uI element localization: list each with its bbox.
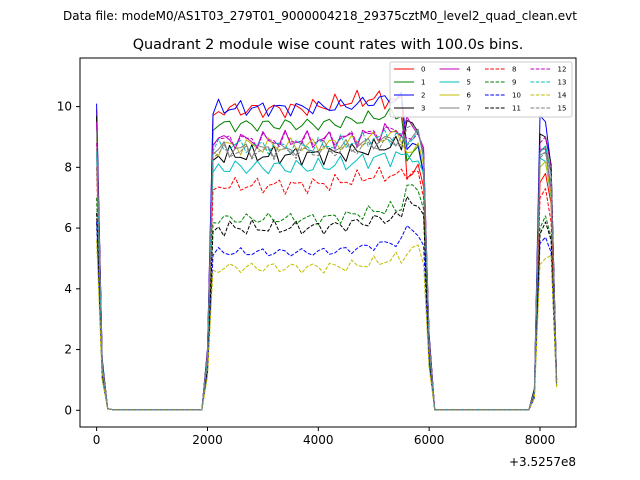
legend-label-15: 15 [558, 105, 567, 113]
legend-label-7: 7 [467, 105, 471, 113]
series-line-0 [96, 89, 558, 411]
legend-label-1: 1 [421, 79, 425, 87]
y-axis: 0 2 4 6 8 10 [57, 100, 80, 417]
series-line-11 [96, 196, 558, 411]
legend-label-13: 13 [558, 79, 567, 87]
chart-title: Quadrant 2 module wise count rates with … [133, 37, 524, 53]
x-axis: 0 2000 4000 6000 8000 [93, 427, 555, 447]
series-line-6 [96, 129, 558, 411]
series-line-3 [96, 115, 558, 411]
series-line-1 [96, 106, 558, 411]
legend-label-6: 6 [467, 92, 472, 100]
y-tick-label: 2 [64, 343, 72, 357]
x-tick-label: 8000 [525, 433, 556, 447]
series-line-14 [96, 240, 558, 411]
series-line-13 [96, 129, 558, 411]
y-tick-label: 4 [64, 282, 72, 296]
legend-label-8: 8 [512, 66, 516, 74]
legend-label-9: 9 [512, 79, 516, 87]
series-line-4 [96, 116, 558, 411]
y-tick-label: 10 [57, 100, 72, 114]
series-line-7 [96, 128, 558, 411]
data-file-header: Data file: modeM0/AS1T03_279T01_90000042… [63, 9, 577, 23]
series-line-10 [96, 221, 558, 411]
x-offset-label: +3.5257e8 [509, 455, 576, 469]
y-tick-label: 6 [64, 221, 72, 235]
legend-label-3: 3 [421, 105, 425, 113]
x-tick-label: 0 [93, 433, 101, 447]
x-tick-label: 2000 [192, 433, 223, 447]
series-line-8 [96, 166, 558, 411]
x-tick-label: 4000 [303, 433, 334, 447]
y-tick-label: 0 [64, 403, 72, 417]
plot-lines [96, 89, 558, 411]
legend-label-14: 14 [558, 92, 567, 100]
series-line-15 [96, 124, 558, 411]
x-tick-label: 6000 [414, 433, 445, 447]
legend-label-12: 12 [558, 66, 567, 74]
plot-frame [79, 57, 577, 428]
y-tick-label: 8 [64, 160, 72, 174]
series-line-9 [96, 184, 558, 411]
legend-label-0: 0 [421, 66, 425, 74]
legend-box [389, 61, 573, 118]
series-line-5 [96, 151, 558, 411]
legend-label-5: 5 [467, 79, 471, 87]
legend-label-2: 2 [421, 92, 425, 100]
legend-label-11: 11 [512, 105, 521, 113]
legend-label-10: 10 [512, 92, 521, 100]
legend-label-4: 4 [467, 66, 472, 74]
